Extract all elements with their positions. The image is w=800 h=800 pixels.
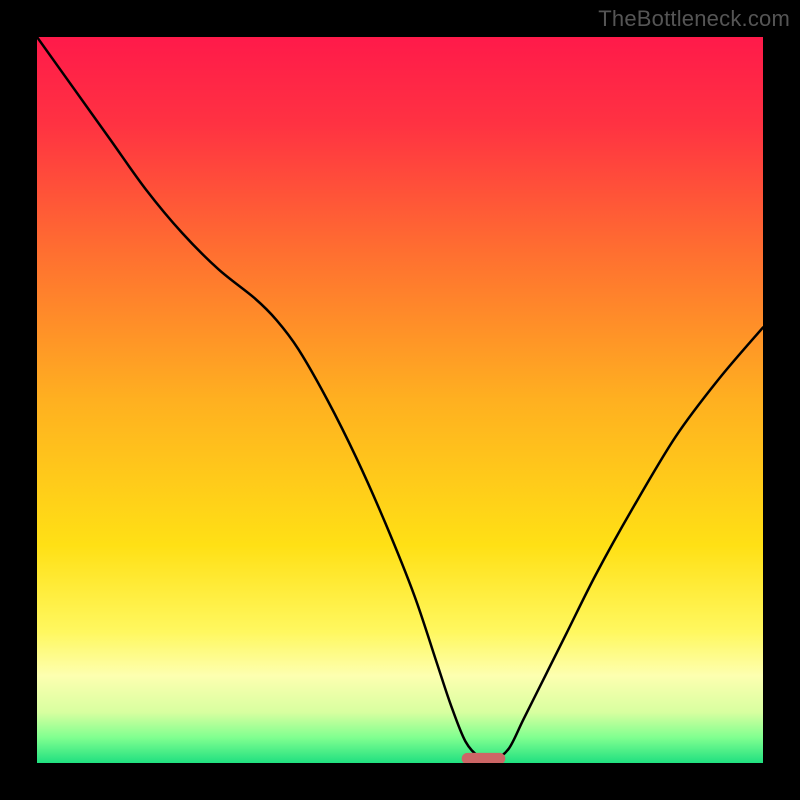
- chart-root: TheBottleneck.com: [0, 0, 800, 800]
- bottom-marker: [462, 753, 506, 765]
- bottleneck-chart: [0, 0, 800, 800]
- plot-background-gradient: [37, 37, 763, 763]
- watermark-text: TheBottleneck.com: [598, 6, 790, 32]
